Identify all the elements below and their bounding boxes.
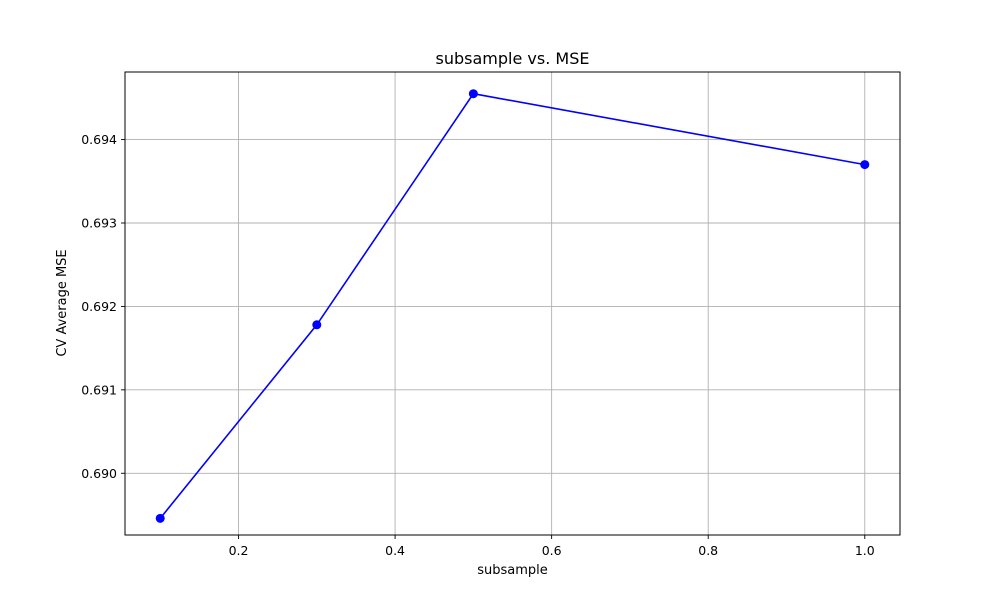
y-axis-label: CV Average MSE: [55, 249, 70, 356]
data-point: [155, 513, 165, 523]
y-tick-label: 0.691: [81, 382, 117, 397]
x-tick-label: 1.0: [855, 543, 875, 558]
x-tick-label: 0.4: [385, 543, 405, 558]
x-axis-label: subsample: [477, 563, 548, 578]
x-tick-label: 0.6: [542, 543, 562, 558]
x-tick-label: 0.8: [698, 543, 718, 558]
x-tick-label: 0.2: [229, 543, 249, 558]
axis-ticks: 0.2 0.4 0.6 0.8 1.0 0.690 0.691 0.692 0.693 0.694: [81, 132, 875, 558]
series-line: [159, 92, 865, 519]
chart-title: subsample vs. MSE: [436, 49, 590, 68]
y-tick-label: 0.693: [81, 215, 117, 230]
data-point: [312, 320, 322, 330]
data-point: [860, 160, 870, 170]
grid: [125, 72, 900, 535]
y-tick-label: 0.690: [81, 466, 117, 481]
y-tick-label: 0.692: [81, 299, 117, 314]
series-layer: [155, 89, 870, 523]
y-tick-label: 0.694: [81, 132, 117, 147]
data-point: [468, 89, 478, 99]
plot-area-frame: [124, 71, 901, 536]
